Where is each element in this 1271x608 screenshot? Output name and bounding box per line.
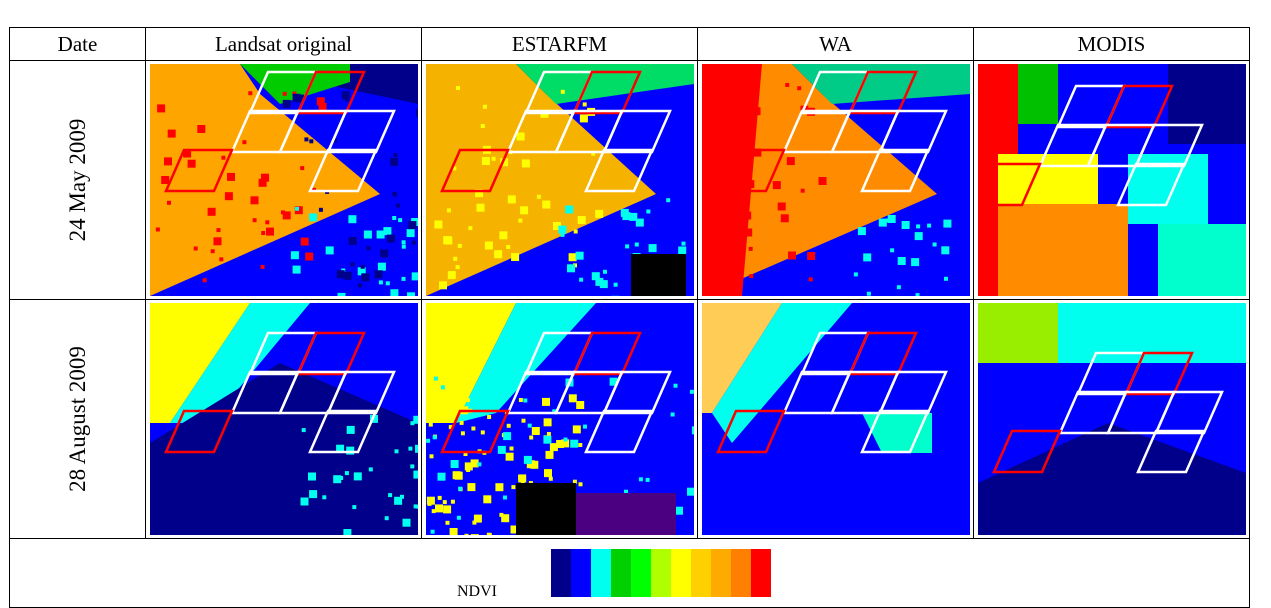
map-modis-may [974, 61, 1250, 300]
header-row: Date Landsat original ESTARFM WA MODIS [10, 28, 1250, 61]
map-estarfm-may [422, 61, 698, 300]
date-cell-august: 28 August 2009 [10, 300, 146, 539]
legend-swatch [731, 549, 752, 597]
legend-swatch [571, 549, 592, 597]
figure-comparison: Date Landsat original ESTARFM WA MODIS 2… [0, 0, 1271, 594]
legend-swatch [671, 549, 692, 597]
map-modis-aug [974, 300, 1250, 539]
header-estarfm: ESTARFM [422, 28, 698, 61]
legend-swatch [611, 549, 632, 597]
legend-swatch [691, 549, 712, 597]
ndvi-map-landsat-aug [150, 303, 418, 535]
map-wa-aug [698, 300, 974, 539]
ndvi-map-modis-aug [978, 303, 1246, 535]
header-date: Date [10, 28, 146, 61]
row-august: 28 August 2009 [10, 300, 1250, 539]
legend-swatch [751, 549, 771, 597]
legend-swatch [631, 549, 652, 597]
ndvi-map-wa-aug [702, 303, 970, 535]
legend-swatch [551, 549, 572, 597]
date-label-august: 28 August 2009 [65, 346, 91, 492]
legend-swatch [591, 549, 612, 597]
ndvi-legend: NDVI [10, 539, 1249, 607]
map-landsat-may [146, 61, 422, 300]
comparison-table: Date Landsat original ESTARFM WA MODIS 2… [9, 27, 1250, 608]
ndvi-map-wa-may [702, 64, 970, 296]
legend-row: NDVI [10, 539, 1250, 608]
legend-cell: NDVI [10, 539, 1250, 608]
row-may: 24 May 2009 [10, 61, 1250, 300]
legend-color-bar [551, 549, 771, 597]
ndvi-map-estarfm-may [426, 64, 694, 296]
legend-label: NDVI [457, 583, 497, 601]
date-cell-may: 24 May 2009 [10, 61, 146, 300]
ndvi-map-estarfm-aug [426, 303, 694, 535]
map-estarfm-aug [422, 300, 698, 539]
legend-swatch [651, 549, 672, 597]
legend-swatch [711, 549, 732, 597]
ndvi-map-landsat-may [150, 64, 418, 296]
map-wa-may [698, 61, 974, 300]
header-wa: WA [698, 28, 974, 61]
map-landsat-aug [146, 300, 422, 539]
date-label-may: 24 May 2009 [65, 119, 91, 242]
ndvi-map-modis-may [978, 64, 1246, 296]
header-modis: MODIS [974, 28, 1250, 61]
header-landsat: Landsat original [146, 28, 422, 61]
